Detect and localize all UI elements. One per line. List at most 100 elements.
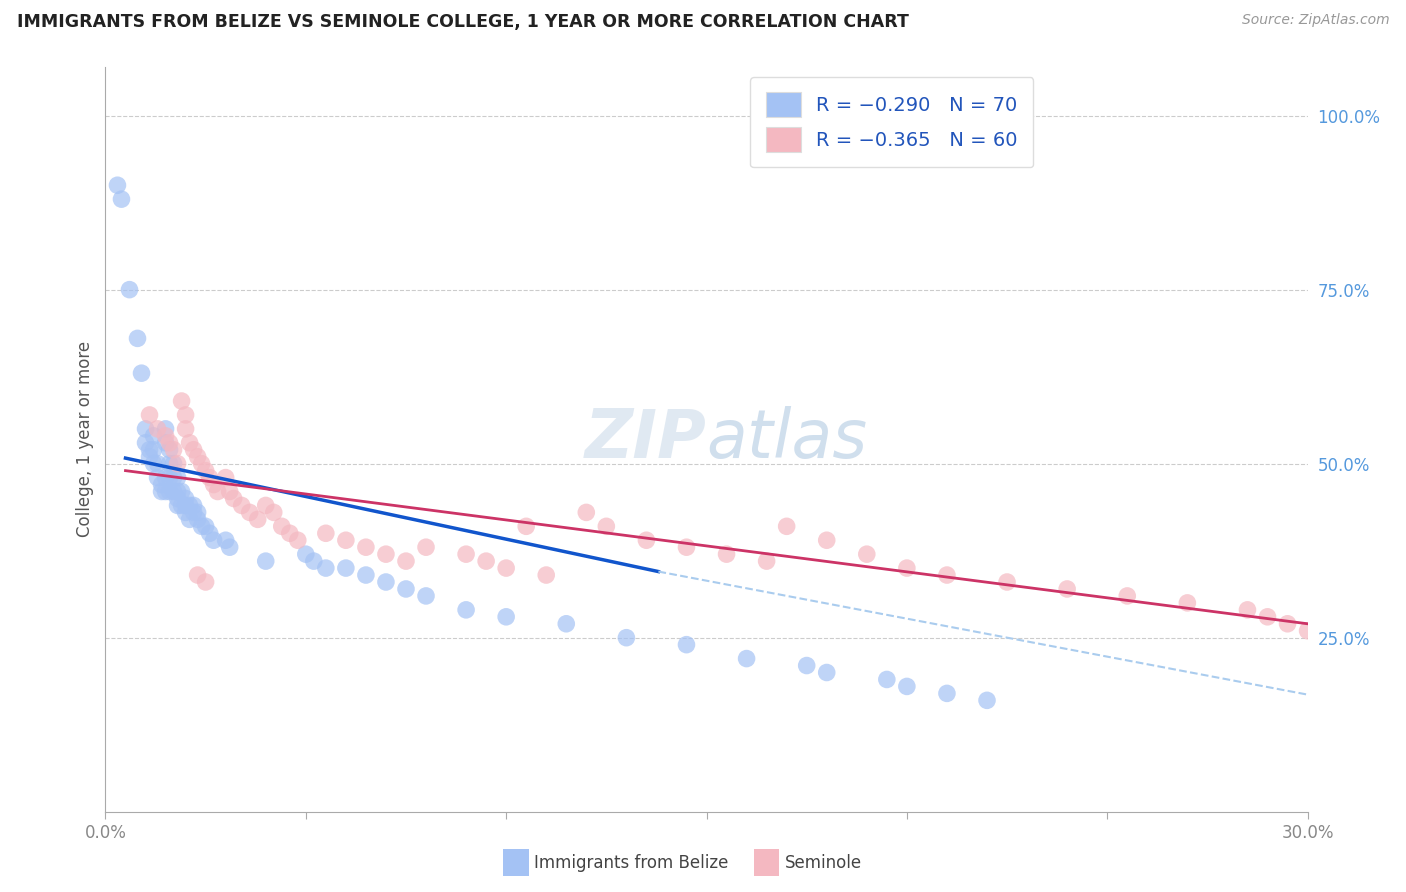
- Point: [190, 519, 212, 533]
- Point: [159, 435, 181, 450]
- Point: [183, 505, 205, 519]
- Point: [166, 484, 188, 499]
- Point: [146, 422, 169, 436]
- Point: [107, 178, 129, 193]
- Point: [415, 589, 437, 603]
- Point: [454, 547, 477, 561]
- Point: [1257, 609, 1279, 624]
- Point: [118, 283, 141, 297]
- Point: [675, 638, 697, 652]
- Point: [374, 547, 398, 561]
- Point: [166, 470, 188, 484]
- Point: [155, 484, 177, 499]
- Point: [135, 422, 157, 436]
- Point: [815, 665, 838, 680]
- Point: [142, 429, 165, 443]
- Point: [155, 435, 177, 450]
- Point: [222, 491, 245, 506]
- Point: [575, 505, 598, 519]
- Point: [187, 450, 209, 464]
- Point: [231, 499, 253, 513]
- Point: [1056, 582, 1078, 596]
- Point: [278, 526, 301, 541]
- Point: [354, 568, 377, 582]
- Point: [214, 533, 236, 548]
- Point: [995, 574, 1018, 589]
- Point: [616, 631, 638, 645]
- Point: [155, 422, 177, 436]
- Point: [395, 582, 418, 596]
- Point: [162, 457, 184, 471]
- Point: [495, 609, 517, 624]
- Point: [218, 484, 240, 499]
- Point: [187, 568, 209, 582]
- Point: [1116, 589, 1139, 603]
- Point: [166, 499, 188, 513]
- Point: [454, 603, 477, 617]
- Point: [202, 533, 225, 548]
- Point: [354, 540, 377, 554]
- Text: IMMIGRANTS FROM BELIZE VS SEMINOLE COLLEGE, 1 YEAR OR MORE CORRELATION CHART: IMMIGRANTS FROM BELIZE VS SEMINOLE COLLE…: [17, 13, 908, 31]
- Text: Source: ZipAtlas.com: Source: ZipAtlas.com: [1241, 13, 1389, 28]
- Point: [194, 519, 217, 533]
- Point: [174, 505, 197, 519]
- Point: [198, 526, 221, 541]
- Point: [138, 408, 160, 422]
- Point: [159, 457, 181, 471]
- Point: [159, 484, 181, 499]
- Point: [194, 574, 217, 589]
- Point: [254, 499, 277, 513]
- Point: [138, 450, 160, 464]
- Point: [187, 505, 209, 519]
- Point: [155, 429, 177, 443]
- Point: [1177, 596, 1199, 610]
- Point: [174, 422, 197, 436]
- Point: [876, 673, 898, 687]
- Point: [239, 505, 262, 519]
- Point: [534, 568, 557, 582]
- Y-axis label: College, 1 year or more: College, 1 year or more: [76, 342, 94, 537]
- Point: [159, 470, 181, 484]
- Point: [302, 554, 325, 568]
- Point: [162, 484, 184, 499]
- Point: [716, 547, 738, 561]
- Text: ZIP: ZIP: [585, 407, 707, 472]
- Point: [174, 408, 197, 422]
- Point: [374, 574, 398, 589]
- Point: [142, 442, 165, 457]
- Point: [395, 554, 418, 568]
- Point: [218, 540, 240, 554]
- Point: [198, 470, 221, 484]
- Point: [166, 457, 188, 471]
- Point: [138, 442, 160, 457]
- Point: [475, 554, 498, 568]
- Point: [207, 484, 229, 499]
- Point: [896, 680, 918, 694]
- Point: [127, 331, 149, 345]
- Point: [515, 519, 537, 533]
- Point: [110, 192, 132, 206]
- Point: [170, 499, 193, 513]
- Point: [595, 519, 617, 533]
- Point: [150, 477, 173, 491]
- Point: [1236, 603, 1258, 617]
- Point: [179, 435, 201, 450]
- Point: [179, 512, 201, 526]
- Point: [776, 519, 799, 533]
- Point: [150, 484, 173, 499]
- Point: [270, 519, 292, 533]
- Point: [415, 540, 437, 554]
- Point: [555, 616, 578, 631]
- Point: [246, 512, 269, 526]
- Point: [855, 547, 877, 561]
- Point: [194, 464, 217, 478]
- Point: [162, 442, 184, 457]
- Legend: R = −0.290   N = 70, R = −0.365   N = 60: R = −0.290 N = 70, R = −0.365 N = 60: [751, 77, 1033, 168]
- Point: [495, 561, 517, 575]
- Point: [636, 533, 658, 548]
- Point: [166, 491, 188, 506]
- Point: [936, 686, 959, 700]
- Point: [315, 526, 337, 541]
- Point: [146, 470, 169, 484]
- Point: [202, 477, 225, 491]
